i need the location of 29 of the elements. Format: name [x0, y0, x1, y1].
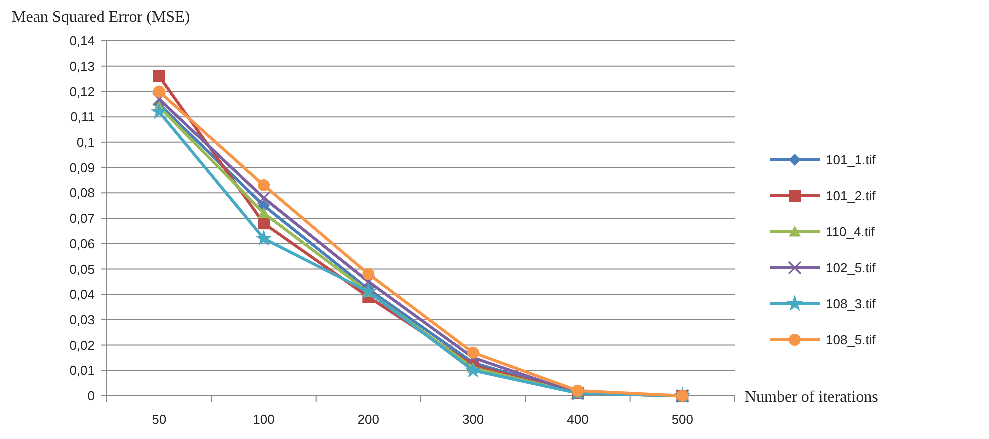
y-tick-label: 0,13: [70, 58, 95, 74]
y-tick-label: 0,08: [70, 186, 95, 201]
x-tick-label: 200: [358, 412, 380, 427]
x-axis-title: Number of iterations: [745, 389, 878, 406]
y-tick-label: 0,04: [70, 287, 95, 302]
y-tick-label: 0: [88, 388, 95, 404]
y-tick-label: 0,09: [70, 160, 95, 176]
x-tick-label: 400: [567, 412, 589, 427]
legend-label: 110_4.tif: [826, 224, 876, 240]
legend-label: 108_5.tif: [826, 332, 876, 348]
y-tick-label: 0,14: [70, 34, 95, 49]
y-tick-label: 0,07: [70, 211, 95, 226]
legend-label: 101_1.tif: [826, 152, 876, 168]
y-tick-label: 0,02: [70, 338, 95, 353]
legend-label: 101_2.tif: [826, 188, 876, 204]
y-tick-label: 0,01: [70, 363, 95, 378]
y-tick-label: 0,03: [70, 312, 95, 328]
y-tick-label: 0,05: [70, 262, 95, 277]
legend-label: 108_3.tif: [826, 296, 876, 312]
legend-label: 102_5.tif: [826, 260, 876, 276]
y-tick-label: 0,06: [70, 236, 95, 252]
y-axis-title: Mean Squared Error (MSE): [12, 9, 190, 26]
x-tick-label: 50: [152, 412, 167, 427]
x-tick-label: 300: [462, 412, 484, 427]
x-tick-label: 100: [253, 412, 275, 427]
y-tick-label: 0,12: [70, 84, 95, 100]
y-tick-label: 0,11: [70, 110, 95, 125]
y-tick-label: 0,1: [76, 134, 95, 150]
x-tick-label: 500: [672, 412, 694, 427]
